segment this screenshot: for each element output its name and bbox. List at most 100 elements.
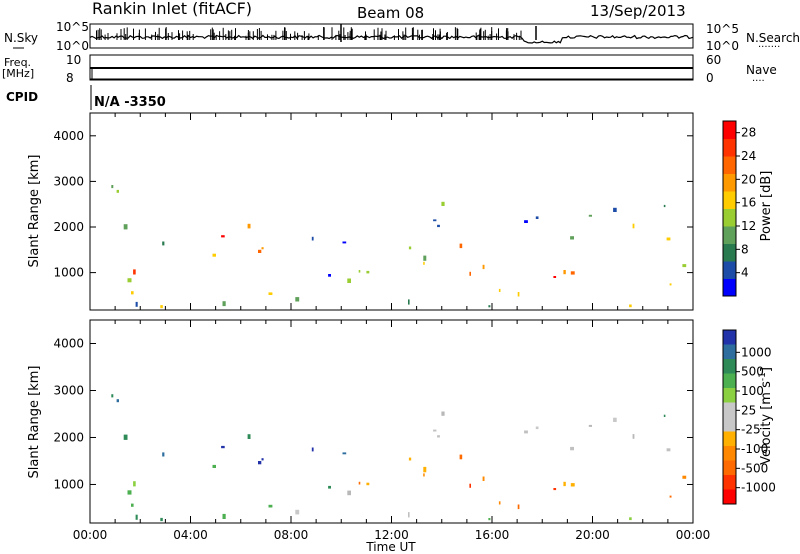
- colorbar-tick-label: 1000: [741, 345, 772, 359]
- power-cell: [135, 301, 138, 307]
- power-cell: [613, 207, 617, 212]
- velocity-cell: [682, 475, 687, 479]
- nsearch-tick-top: 10^5: [706, 22, 739, 36]
- time-tick-label: 00:00: [73, 528, 108, 542]
- y-tick-label: 2000: [53, 430, 84, 444]
- colorbar-tick-label: 4: [741, 266, 749, 280]
- colorbar-tick-label: 20: [741, 172, 756, 186]
- y-tick-label: 1000: [53, 477, 84, 491]
- colorbar-swatch: [723, 489, 736, 505]
- velocity-cell: [212, 464, 216, 468]
- velocity-cell: [295, 509, 300, 515]
- velocity-cell: [162, 452, 165, 457]
- power-cell: [247, 223, 251, 229]
- colorbar-frame: [722, 120, 737, 297]
- power-cell: [482, 264, 485, 270]
- power-cell: [221, 235, 225, 238]
- colorbar-swatch: [723, 475, 736, 490]
- power-cell: [682, 264, 687, 268]
- power-cell: [663, 204, 666, 208]
- power-cell: [408, 299, 410, 305]
- velocity-cell: [469, 483, 471, 488]
- nsky-series: [89, 34, 694, 44]
- power-cell: [441, 201, 445, 206]
- power-cell: [162, 241, 165, 246]
- y-tick-label: 3000: [53, 383, 84, 397]
- power-cell: [433, 219, 437, 222]
- time-axis-title: Time UT: [365, 540, 416, 554]
- y-tick-label: 1000: [53, 266, 84, 280]
- velocity-panel: 1000 2000 3000 4000: [53, 319, 694, 524]
- y-tick-label: 3000: [53, 174, 84, 188]
- nsearch-tick-bottom: 10^0: [706, 39, 739, 53]
- power-cell: [563, 270, 566, 275]
- power-cell: [358, 270, 361, 273]
- power-cell: [437, 224, 440, 228]
- nsky-label: N.Sky: [4, 31, 38, 45]
- colorbar-swatch: [723, 156, 736, 174]
- power-cell: [469, 271, 471, 276]
- power-cell: [258, 249, 262, 253]
- colorbar-swatch: [723, 243, 736, 262]
- colorbar-tick-label: 25: [741, 403, 756, 417]
- velocity-cell: [433, 429, 437, 432]
- power-cell: [459, 243, 463, 249]
- power-cell: [423, 261, 425, 265]
- velocity-cell: [222, 513, 226, 519]
- velocity-cell: [629, 517, 632, 521]
- colorbar-swatch: [723, 446, 736, 461]
- colorbar-swatch: [723, 359, 736, 374]
- colorbar-swatch: [723, 417, 736, 432]
- velocity-cell: [517, 504, 520, 510]
- power-cells: [111, 185, 687, 309]
- colorbar-swatch: [723, 191, 736, 209]
- power-panel: 1000 2000 3000 4000: [53, 112, 694, 311]
- nave-dots: ····: [752, 76, 765, 87]
- nave-tick-top: 60: [706, 53, 721, 67]
- colorbar-swatch: [723, 261, 736, 279]
- freq-label: Freq.: [4, 56, 31, 69]
- time-axis-labels: 00:00 04:00 08:00 12:00 16:00 20:00 00:00: [73, 528, 711, 542]
- time-tick-label: 08:00: [274, 528, 309, 542]
- velocity-cell: [127, 490, 132, 495]
- colorbar-tick-label: 28: [741, 126, 756, 140]
- velocity-cell: [423, 473, 425, 477]
- power-cell: [123, 224, 128, 230]
- power-cell: [347, 278, 351, 283]
- nave-label: Nave: [746, 63, 777, 77]
- colorbar-swatch: [723, 121, 736, 139]
- velocity-cell: [247, 434, 251, 439]
- velocity-cell: [488, 518, 491, 521]
- cpid-value: N/A -3350: [94, 95, 166, 110]
- nsearch-dots: ·······: [758, 42, 780, 53]
- velocity-cell: [111, 394, 114, 398]
- colorbar-swatch: [723, 173, 736, 192]
- power-cell: [268, 292, 273, 295]
- velocity-cell: [408, 512, 410, 518]
- velocity-cell: [663, 414, 666, 417]
- date-title: 13/Sep/2013: [590, 2, 686, 20]
- cpid-label: CPID: [6, 90, 38, 104]
- colorbar-tick-label: 8: [741, 242, 749, 256]
- y-tick-label: 4000: [53, 129, 84, 143]
- velocity-colorbar-label: Velocity [m s-1]: [758, 367, 774, 465]
- velocity-x-ticks: [89, 320, 694, 523]
- velocity-cell: [570, 446, 574, 451]
- colorbar-swatch: [723, 460, 736, 476]
- velocity-cell: [423, 466, 427, 473]
- power-cell: [517, 292, 520, 297]
- power-colorbar: 4 8 12 16 20 24 28: [722, 120, 756, 297]
- velocity-cell: [135, 514, 138, 520]
- power-ylabel: Slant Range [km]: [27, 155, 42, 268]
- power-cell: [629, 304, 632, 308]
- colorbar-tick-label: 16: [741, 196, 756, 210]
- colorbar-frame: [722, 329, 737, 505]
- power-cell: [669, 283, 672, 286]
- time-tick-label: 12:00: [374, 528, 409, 542]
- colorbar-swatch: [723, 431, 736, 447]
- velocity-cell: [482, 476, 485, 481]
- time-tick-label: 04:00: [173, 528, 208, 542]
- power-y-ticks: 1000 2000 3000 4000: [53, 129, 693, 280]
- velocity-cell: [358, 481, 361, 485]
